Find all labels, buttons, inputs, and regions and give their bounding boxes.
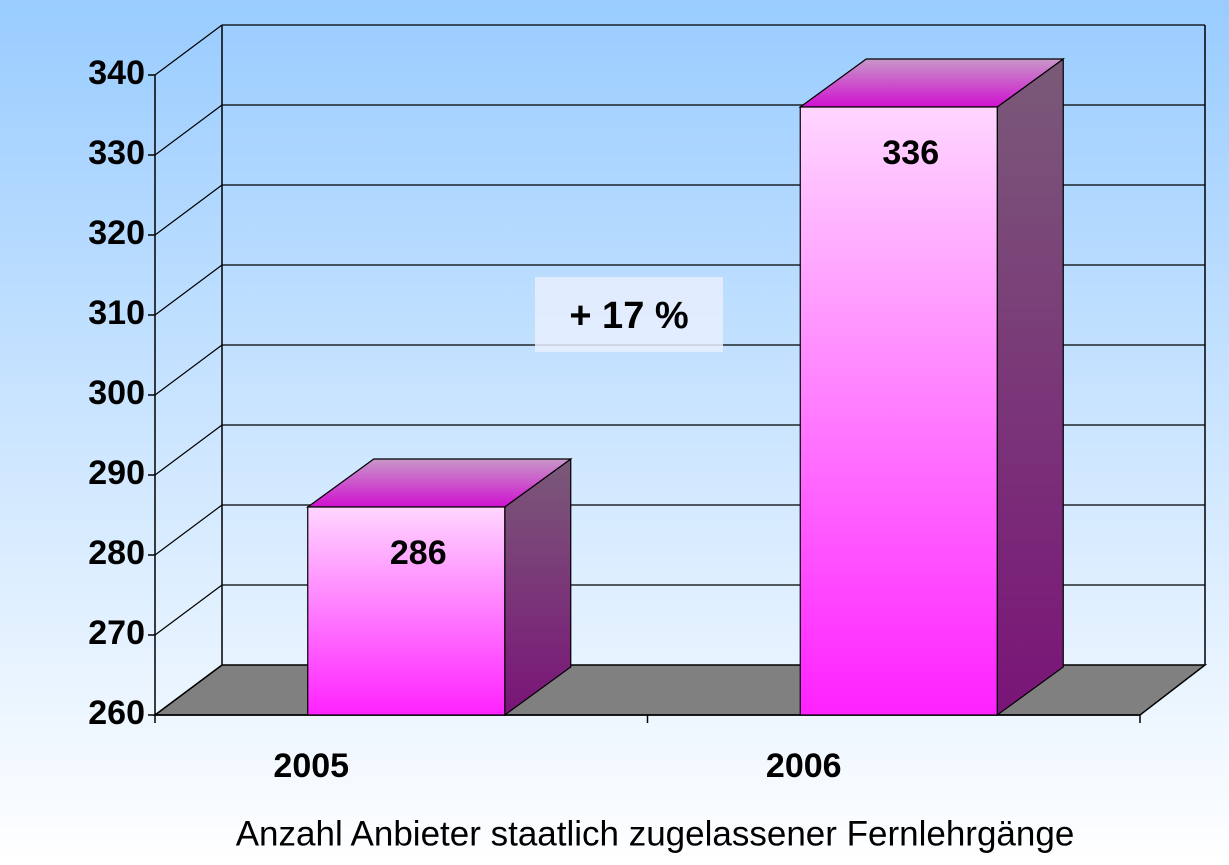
bars: 286 336 bbox=[305, 57, 1066, 717]
x-axis-title: Anzahl Anbieter staatlich zugelassener F… bbox=[236, 814, 1075, 853]
y-tick-label: 290 bbox=[88, 454, 145, 492]
y-tick-label: 330 bbox=[88, 134, 145, 172]
grid-line bbox=[154, 664, 223, 716]
y-tick-label: 260 bbox=[88, 694, 145, 732]
annotation: + 17 % bbox=[569, 295, 688, 337]
grid-line bbox=[154, 504, 223, 556]
data-label: 286 bbox=[390, 534, 447, 572]
bar bbox=[799, 106, 998, 716]
y-tick-label: 270 bbox=[88, 614, 145, 652]
x-tick-label: 2006 bbox=[766, 747, 842, 785]
grid-line bbox=[154, 584, 223, 636]
grid-line bbox=[154, 184, 223, 236]
grid-line bbox=[154, 24, 223, 76]
bar bbox=[307, 506, 506, 716]
annotation-box bbox=[535, 277, 723, 352]
grid-line bbox=[154, 424, 223, 476]
y-tick-label: 340 bbox=[88, 54, 145, 92]
y-tick-label: 300 bbox=[88, 374, 145, 412]
grid-line bbox=[154, 104, 223, 156]
y-tick-label: 310 bbox=[88, 294, 145, 332]
x-tick-label: 2005 bbox=[273, 747, 349, 785]
grid-line bbox=[154, 344, 223, 396]
y-tick-label: 280 bbox=[88, 534, 145, 572]
data-label: 336 bbox=[882, 134, 939, 172]
y-tick-label: 320 bbox=[88, 214, 145, 252]
bar-side bbox=[996, 57, 1064, 717]
grid-line bbox=[154, 264, 223, 316]
